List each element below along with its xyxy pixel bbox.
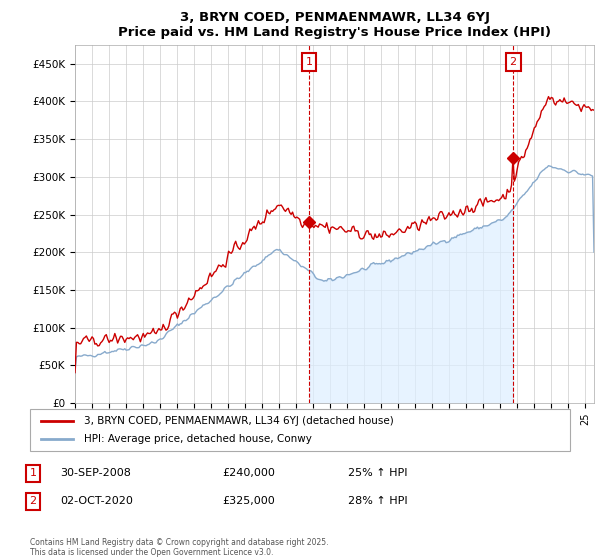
Text: 1: 1 <box>305 57 313 67</box>
Text: 28% ↑ HPI: 28% ↑ HPI <box>348 496 407 506</box>
Text: 3, BRYN COED, PENMAENMAWR, LL34 6YJ (detached house): 3, BRYN COED, PENMAENMAWR, LL34 6YJ (det… <box>84 416 394 426</box>
Text: 30-SEP-2008: 30-SEP-2008 <box>60 468 131 478</box>
Text: £325,000: £325,000 <box>222 496 275 506</box>
Text: Contains HM Land Registry data © Crown copyright and database right 2025.
This d: Contains HM Land Registry data © Crown c… <box>30 538 329 557</box>
Text: 2: 2 <box>29 496 37 506</box>
Text: 02-OCT-2020: 02-OCT-2020 <box>60 496 133 506</box>
Text: 1: 1 <box>29 468 37 478</box>
Text: HPI: Average price, detached house, Conwy: HPI: Average price, detached house, Conw… <box>84 434 312 444</box>
FancyBboxPatch shape <box>30 409 570 451</box>
Text: 25% ↑ HPI: 25% ↑ HPI <box>348 468 407 478</box>
Text: £240,000: £240,000 <box>222 468 275 478</box>
Text: 2: 2 <box>509 57 517 67</box>
Title: 3, BRYN COED, PENMAENMAWR, LL34 6YJ
Price paid vs. HM Land Registry's House Pric: 3, BRYN COED, PENMAENMAWR, LL34 6YJ Pric… <box>118 11 551 39</box>
